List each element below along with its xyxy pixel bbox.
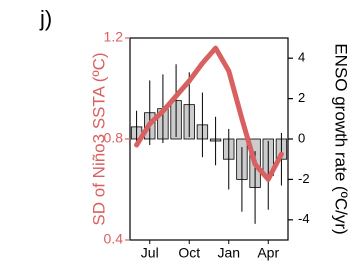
y-tick-label: 0.8 [104,130,124,146]
y2-tick-label: 0 [298,130,305,145]
y2-tick-label: -4 [298,211,310,226]
y2-tick-label: 4 [298,50,305,65]
x-tick-label: Oct [178,245,200,261]
panel-label: j) [39,6,52,31]
x-tick-label: Apr [257,245,279,261]
y2-tick-label: 2 [298,90,305,105]
y2-tick-label: -2 [298,171,310,186]
x-tick-label: Jul [141,245,159,261]
y-tick-label: 0.4 [104,231,124,247]
y2-axis-label: ENSO growth rate (ºC/yr) [332,43,351,234]
x-tick-label: Jan [217,245,240,261]
y-tick-label: 1.2 [104,29,124,45]
chart: j) SD of Niño3 SSTA (ºC) ENSO growth rat… [0,0,360,272]
